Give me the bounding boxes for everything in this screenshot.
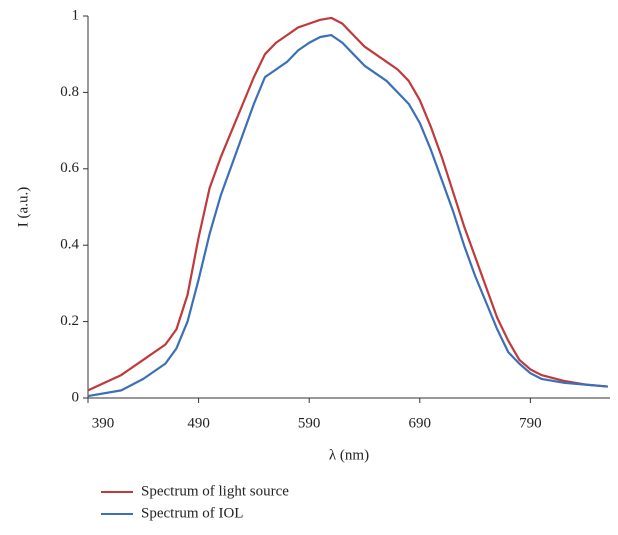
y-tick-label: 0.2: [60, 313, 79, 329]
y-tick-label: 1: [72, 7, 80, 23]
y-tick-label: 0.8: [60, 84, 79, 100]
x-tick-label: 590: [298, 415, 321, 431]
x-tick-label: 490: [187, 415, 210, 431]
series-line: [87, 16, 608, 392]
legend-label: Spectrum of IOL: [141, 505, 243, 521]
legend-label: Spectrum of light source: [141, 483, 289, 499]
series-line: [87, 34, 608, 398]
x-tick-label: 390: [92, 415, 115, 431]
y-tick-label: 0.4: [60, 237, 79, 253]
y-tick-label: 0: [72, 389, 80, 405]
x-tick-label: 690: [409, 415, 432, 431]
y-axis-label: I (a.u.): [15, 187, 31, 227]
x-tick-label: 790: [519, 415, 542, 431]
x-axis-label: λ (nm): [329, 447, 369, 463]
y-tick-label: 0.6: [60, 160, 79, 176]
